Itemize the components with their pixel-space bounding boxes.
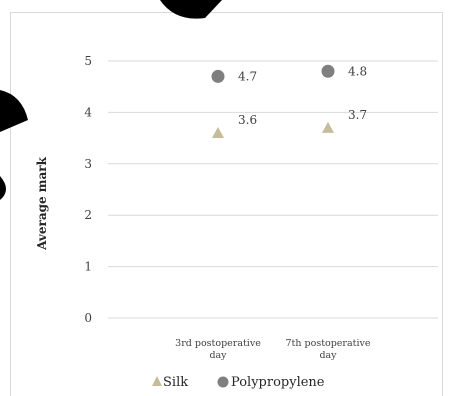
corner-decoration-top <box>160 0 222 19</box>
x-category-label: 7th postoperative <box>286 338 371 349</box>
data-label: 3.6 <box>238 113 257 127</box>
legend-circle-marker <box>217 376 229 388</box>
polypropylene-point <box>321 64 335 78</box>
corner-decoration-left-small <box>0 176 6 200</box>
y-tick-label: 5 <box>84 54 92 68</box>
y-tick-label: 3 <box>84 157 92 171</box>
legend-label: Silk <box>163 375 188 390</box>
y-tick-label: 0 <box>84 311 92 325</box>
data-points: 3.6 3.7 4.7 4.8 <box>211 64 367 138</box>
y-axis-ticks: 0 1 2 3 4 5 <box>84 54 92 325</box>
x-category-label: day <box>209 350 227 361</box>
gridlines <box>108 60 438 319</box>
legend-triangle-marker <box>152 376 162 386</box>
x-category-label: day <box>319 350 337 361</box>
corner-decoration-left <box>0 90 28 132</box>
data-label: 3.7 <box>348 108 367 122</box>
data-label: 4.8 <box>348 64 367 78</box>
legend: Silk Polypropylene <box>152 375 325 390</box>
y-tick-label: 4 <box>84 105 92 119</box>
y-tick-label: 2 <box>84 208 92 222</box>
chart-frame <box>10 12 443 396</box>
y-tick-label: 1 <box>84 260 92 274</box>
silk-point <box>322 121 334 133</box>
polypropylene-point <box>211 69 225 83</box>
y-axis-title: Average mark <box>35 156 49 251</box>
x-category-label: 3rd postoperative <box>175 338 261 349</box>
data-label: 4.7 <box>238 69 257 83</box>
legend-label: Polypropylene <box>231 375 325 390</box>
silk-point <box>212 126 224 138</box>
